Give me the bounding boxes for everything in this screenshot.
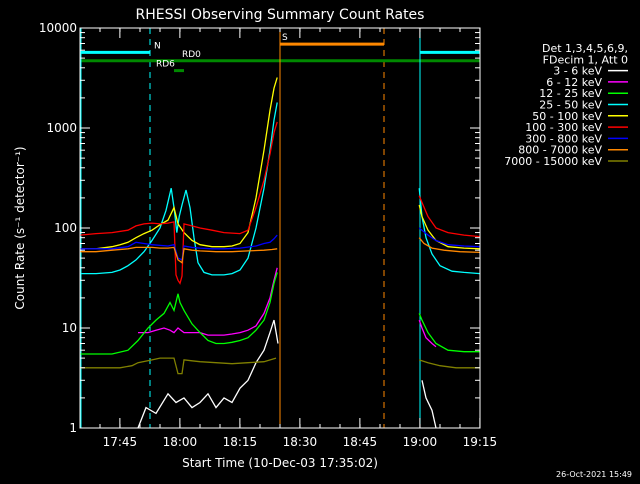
legend-entry-label: 12 - 25 keV bbox=[539, 87, 602, 100]
y-axis-label: Count Rate (s⁻¹ detector⁻¹) bbox=[13, 146, 27, 309]
legend-entry-label: 300 - 800 keV bbox=[525, 132, 602, 145]
series-line-7-0 bbox=[80, 246, 278, 264]
series-line-0-1 bbox=[421, 380, 437, 429]
marker-label-s: S bbox=[282, 33, 288, 43]
timestamp: 26-Oct-2021 15:49 bbox=[556, 470, 632, 479]
legend: Det 1,3,4,5,6,9,FDecim 1, Att 03 - 6 keV… bbox=[504, 42, 628, 168]
series-line-5-1 bbox=[418, 195, 481, 238]
x-axis-label: Start Time (10-Dec-03 17:35:02) bbox=[182, 456, 378, 470]
x-tick-label: 19:00 bbox=[403, 435, 438, 449]
series-line-1-1 bbox=[418, 319, 437, 348]
x-tick-label: 18:30 bbox=[283, 435, 318, 449]
y-tick-label: 100 bbox=[54, 221, 77, 235]
series-line-3-1 bbox=[418, 188, 481, 275]
marker-label-n: N bbox=[154, 41, 161, 51]
plot-area: N S RD0 RD6 1 10 100 1000 10000 17:45 18:00 18:15 18… bbox=[39, 21, 497, 449]
chart-title: RHESSI Observing Summary Count Rates bbox=[136, 7, 425, 23]
x-tick-label: 19:15 bbox=[463, 435, 498, 449]
series-line-2-1 bbox=[418, 313, 480, 353]
marker-label-rd0: RD0 bbox=[182, 50, 201, 60]
series-line-2-0 bbox=[80, 272, 278, 355]
legend-entry-label: 3 - 6 keV bbox=[553, 65, 602, 78]
y-tick-label: 1000 bbox=[46, 121, 77, 135]
legend-entry-label: 25 - 50 keV bbox=[539, 99, 602, 112]
legend-entry-label: 7000 - 15000 keV bbox=[504, 155, 602, 168]
series-line-7-1 bbox=[418, 237, 481, 254]
legend-header: Det 1,3,4,5,6,9, bbox=[542, 42, 628, 55]
x-tick-label: 17:45 bbox=[103, 435, 138, 449]
series-line-5-0 bbox=[79, 121, 278, 285]
legend-entry-label: 50 - 100 keV bbox=[532, 110, 602, 123]
series-line-8-0 bbox=[80, 357, 277, 375]
legend-entry-label: 100 - 300 keV bbox=[525, 121, 602, 134]
series-line-0-0 bbox=[137, 319, 279, 429]
x-tick-label: 18:45 bbox=[343, 435, 378, 449]
y-tick-label: 1 bbox=[69, 421, 77, 435]
legend-header: FDecim 1, Att 0 bbox=[543, 53, 628, 66]
series-line-6-1 bbox=[418, 227, 481, 248]
legend-entry-label: 6 - 12 keV bbox=[546, 76, 602, 89]
y-tick-label: 10 bbox=[62, 321, 77, 335]
x-tick-label: 18:00 bbox=[163, 435, 198, 449]
x-tick-label: 18:15 bbox=[223, 435, 258, 449]
legend-entry-label: 800 - 7000 keV bbox=[518, 144, 602, 157]
y-tick-label: 10000 bbox=[39, 21, 77, 35]
series-line-8-1 bbox=[419, 359, 480, 369]
marker-label-rd6: RD6 bbox=[156, 60, 175, 70]
series-line-1-0 bbox=[138, 267, 278, 336]
series-line-3-0 bbox=[80, 102, 278, 276]
